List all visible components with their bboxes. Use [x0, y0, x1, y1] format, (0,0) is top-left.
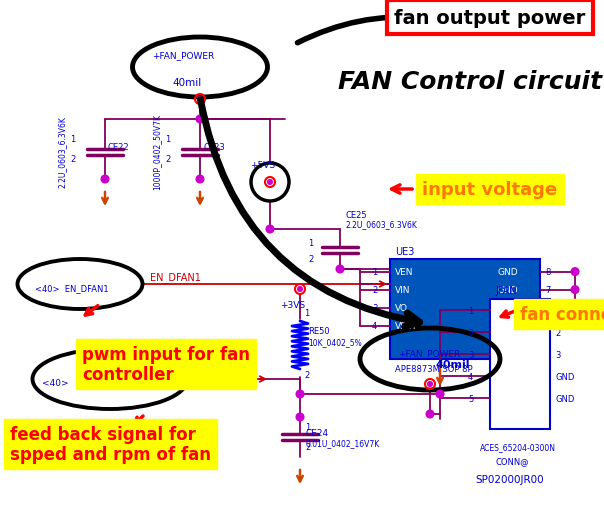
- Text: CONN@: CONN@: [495, 457, 528, 466]
- Text: fan connector: fan connector: [520, 306, 604, 323]
- Text: pwm input for fan
controller: pwm input for fan controller: [82, 345, 250, 384]
- Text: <40>  EN_DFAN1: <40> EN_DFAN1: [35, 284, 109, 293]
- Text: GND: GND: [498, 285, 519, 294]
- Text: 2: 2: [372, 285, 378, 294]
- Text: <40>   FAN SPEED1: <40> FAN SPEED1: [42, 378, 132, 387]
- Circle shape: [196, 176, 204, 183]
- Text: SP02000JR00: SP02000JR00: [475, 474, 544, 484]
- Text: 1: 1: [372, 268, 378, 277]
- Circle shape: [101, 176, 109, 183]
- Text: CE25: CE25: [345, 210, 367, 219]
- Circle shape: [297, 414, 303, 421]
- Circle shape: [336, 266, 344, 273]
- Text: 3: 3: [555, 350, 561, 359]
- Text: CE23: CE23: [203, 143, 225, 152]
- Text: EN_DFAN1: EN_DFAN1: [150, 272, 201, 283]
- Circle shape: [297, 391, 303, 398]
- Text: VSET: VSET: [395, 322, 418, 330]
- Text: 2.2U_0603_6.3V6K: 2.2U_0603_6.3V6K: [345, 220, 417, 229]
- Text: GND: GND: [498, 322, 519, 330]
- Text: CE22: CE22: [108, 143, 130, 152]
- Text: VIN: VIN: [395, 285, 411, 294]
- Text: 3: 3: [372, 304, 378, 313]
- Text: 5: 5: [545, 322, 550, 330]
- Text: 2: 2: [304, 371, 309, 380]
- Text: JFAN: JFAN: [495, 285, 516, 295]
- Text: 7: 7: [545, 285, 550, 294]
- Text: 40mil: 40mil: [172, 78, 201, 88]
- Text: RE50: RE50: [308, 327, 330, 336]
- Text: VO: VO: [395, 304, 408, 313]
- Circle shape: [571, 269, 579, 276]
- Text: GND: GND: [555, 372, 574, 381]
- Text: 10K_0402_5%: 10K_0402_5%: [308, 338, 362, 347]
- Circle shape: [428, 382, 432, 386]
- Circle shape: [266, 226, 274, 233]
- Text: 5: 5: [468, 394, 474, 402]
- Bar: [390, 260, 540, 359]
- Text: 1: 1: [70, 135, 76, 144]
- Circle shape: [541, 306, 549, 314]
- Circle shape: [268, 181, 272, 185]
- Bar: [490, 299, 550, 429]
- Text: +FAN_POWER: +FAN_POWER: [398, 349, 460, 358]
- Text: 1: 1: [555, 306, 561, 315]
- Text: 2: 2: [468, 328, 474, 337]
- Text: 2.2U_0603_6.3V6K: 2.2U_0603_6.3V6K: [57, 116, 66, 187]
- Text: input voltage: input voltage: [422, 181, 557, 198]
- Text: 2: 2: [308, 255, 313, 264]
- Text: FAN Control circuit: FAN Control circuit: [338, 70, 602, 94]
- Text: +3VS: +3VS: [280, 301, 305, 310]
- Circle shape: [571, 323, 579, 329]
- Text: 2: 2: [555, 328, 561, 337]
- Text: 6: 6: [545, 304, 550, 313]
- Circle shape: [571, 305, 579, 312]
- Text: 1000P_0402_50V7K: 1000P_0402_50V7K: [152, 114, 161, 189]
- Text: 8: 8: [545, 268, 550, 277]
- Text: CE24: CE24: [305, 429, 328, 438]
- Text: 1: 1: [165, 135, 170, 144]
- Text: 40mil: 40mil: [435, 359, 469, 369]
- Circle shape: [298, 287, 302, 291]
- Circle shape: [571, 286, 579, 293]
- Text: +5VS: +5VS: [250, 160, 275, 169]
- Text: GND: GND: [498, 304, 519, 313]
- Text: 1: 1: [304, 308, 309, 317]
- Text: 4: 4: [372, 322, 378, 330]
- Text: APE8873M SOP 8P: APE8873M SOP 8P: [395, 365, 472, 374]
- Text: VEN: VEN: [395, 268, 414, 277]
- Circle shape: [196, 116, 204, 123]
- Text: GND: GND: [498, 268, 519, 277]
- Text: ACES_65204-0300N: ACES_65204-0300N: [480, 442, 556, 451]
- Text: fan output power: fan output power: [394, 9, 586, 27]
- Circle shape: [198, 98, 202, 102]
- Text: 2: 2: [305, 442, 310, 451]
- Text: 2: 2: [165, 155, 170, 164]
- Text: 1: 1: [468, 306, 474, 315]
- Circle shape: [426, 411, 434, 418]
- Text: feed back signal for
spped and rpm of fan: feed back signal for spped and rpm of fa…: [10, 425, 211, 464]
- Text: 1: 1: [305, 423, 310, 432]
- Text: 1: 1: [308, 238, 313, 247]
- Text: 3: 3: [468, 350, 474, 359]
- Text: +FAN_POWER: +FAN_POWER: [152, 52, 214, 61]
- Text: GND: GND: [555, 394, 574, 402]
- Text: UE3: UE3: [395, 246, 414, 257]
- Text: 4: 4: [468, 372, 474, 381]
- Text: 0.01U_0402_16V7K: 0.01U_0402_16V7K: [305, 439, 379, 447]
- Circle shape: [437, 391, 443, 398]
- Text: 2: 2: [70, 155, 76, 164]
